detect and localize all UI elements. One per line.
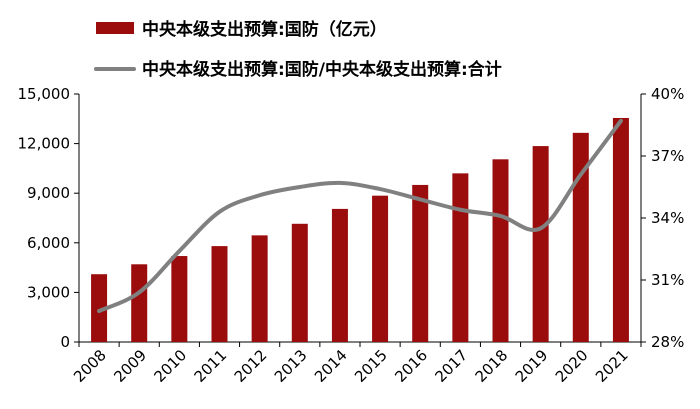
x-tick-label: 2010: [150, 346, 190, 386]
x-tick-label: 2018: [472, 346, 512, 386]
x-tick-label: 2016: [391, 346, 431, 386]
right-tick-label: 40%: [651, 85, 684, 103]
x-tick-label: 2021: [592, 346, 632, 386]
x-tick-label: 2013: [271, 346, 311, 386]
bar: [572, 132, 589, 342]
bar: [91, 274, 108, 342]
bar: [211, 246, 228, 342]
bar: [452, 173, 469, 342]
bar: [291, 223, 308, 342]
legend-bar-label: 中央本级支出预算:国防（亿元）: [142, 19, 387, 40]
legend-bar-swatch: [96, 22, 134, 34]
bar: [131, 264, 148, 342]
x-tick-label: 2014: [311, 346, 351, 386]
left-tick-label: 3,000: [27, 283, 70, 301]
left-tick-label: 12,000: [18, 135, 71, 153]
bar-series: [91, 117, 629, 343]
x-tick-label: 2019: [512, 346, 552, 386]
bar: [412, 184, 429, 342]
x-axis-ticks: 2008 2009 2010 2011 2012 2013 2014 2015 2016 2017…: [70, 342, 642, 386]
legend: 中央本级支出预算:国防（亿元） 中央本级支出预算:国防/中央本级支出预算:合计: [94, 19, 502, 80]
x-tick-label: 2009: [110, 346, 150, 386]
left-tick-label: 9,000: [27, 184, 70, 202]
right-tick-label: 31%: [651, 271, 684, 289]
left-tick-label: 6,000: [27, 234, 70, 252]
x-tick-label: 2012: [231, 346, 271, 386]
right-tick-label: 34%: [651, 209, 684, 227]
legend-line-label: 中央本级支出预算:国防/中央本级支出预算:合计: [142, 59, 502, 80]
bar: [492, 159, 509, 342]
line-series: [97, 118, 623, 313]
left-tick-label: 15,000: [18, 85, 71, 103]
right-tick-label: 28%: [651, 333, 684, 351]
bar: [171, 256, 188, 342]
bar: [532, 146, 549, 342]
left-tick-label: 0: [60, 333, 70, 351]
bar: [612, 117, 629, 343]
x-tick-label: 2011: [191, 346, 231, 386]
right-tick-label: 37%: [651, 147, 684, 165]
right-axis-ticks: 28% 31% 34% 37% 40%: [641, 85, 684, 351]
bar: [251, 235, 268, 342]
x-tick-label: 2017: [431, 346, 471, 386]
x-tick-label: 2020: [552, 346, 592, 386]
plot-axes: [78, 94, 642, 343]
bar: [372, 195, 389, 342]
bar: [331, 208, 348, 342]
x-tick-label: 2008: [70, 346, 110, 386]
x-tick-label: 2015: [351, 346, 391, 386]
left-axis-ticks: 0 3,000 6,000 9,000 12,000 15,000: [18, 85, 79, 351]
